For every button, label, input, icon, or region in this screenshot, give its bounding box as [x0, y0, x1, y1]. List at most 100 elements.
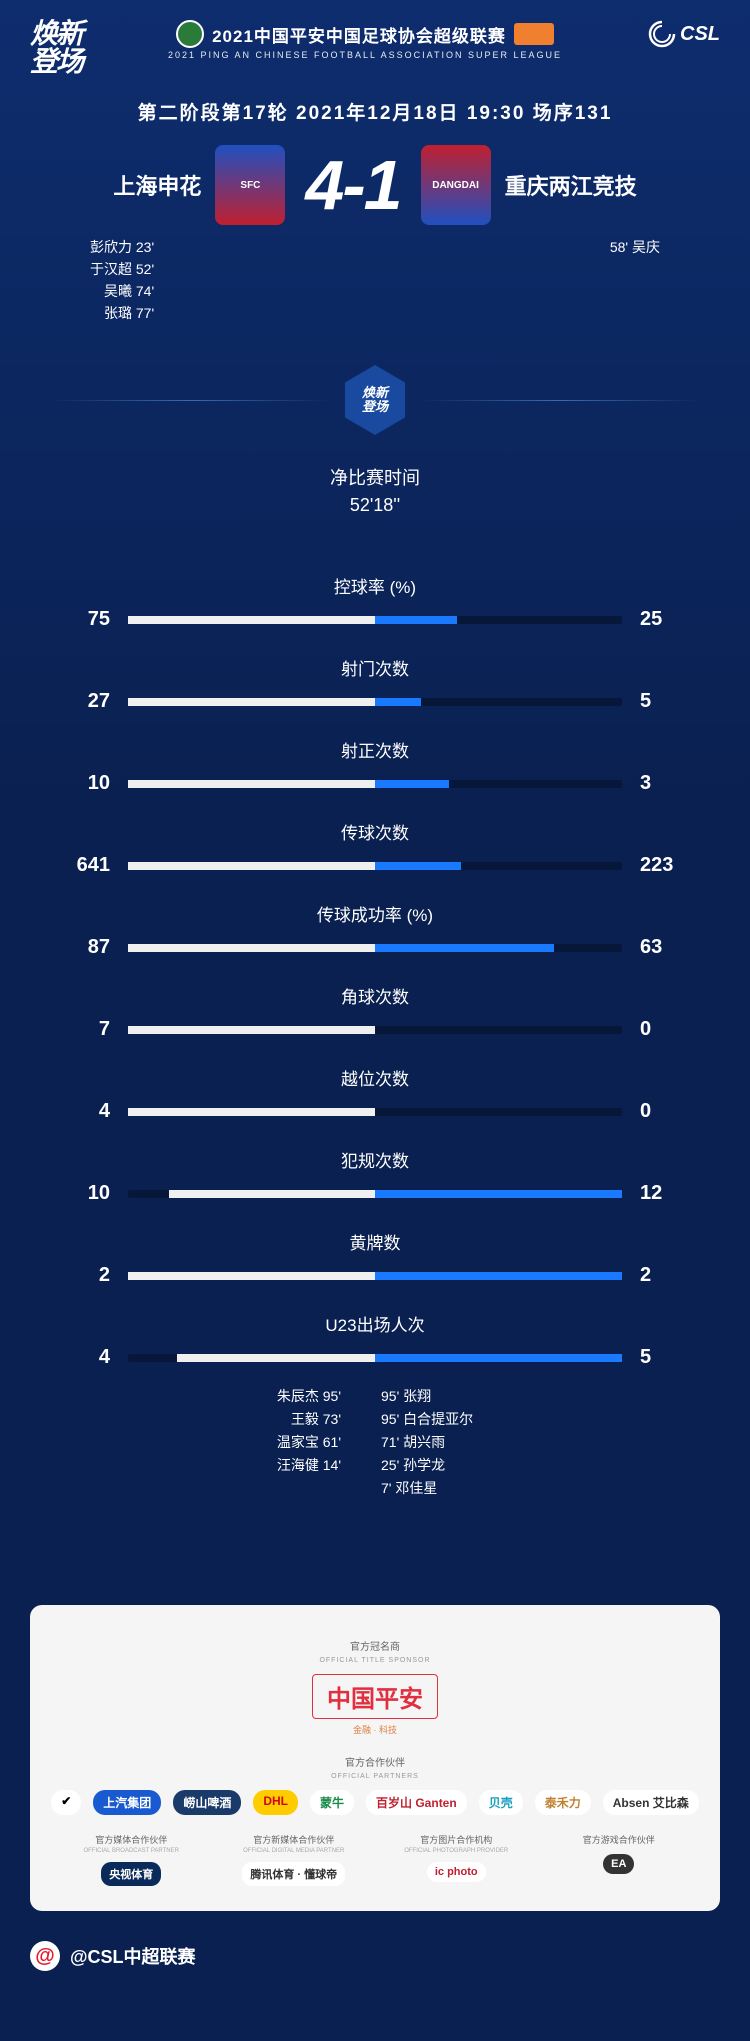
csl-text: CSL: [680, 23, 720, 46]
league-title-en: 2021 PING AN CHINESE FOOTBALL ASSOCIATIO…: [92, 50, 638, 60]
header: 焕新 登场 2021中国平安中国足球协会超级联赛 2021 PING AN CH…: [0, 0, 750, 86]
stat-block: 黄牌数22: [60, 1229, 690, 1287]
stat-bar-home: [169, 1190, 375, 1198]
match-stats-infographic: 焕新 登场 2021中国平安中国足球协会超级联赛 2021 PING AN CH…: [0, 0, 750, 2041]
stat-away-value: 63: [640, 936, 690, 959]
section-divider: 焕新 登场: [340, 365, 410, 435]
sponsor-logo: DHL: [253, 1790, 298, 1815]
media-partner-logo: EA: [603, 1854, 634, 1874]
scorer-line: 于汉超 52': [90, 259, 154, 279]
net-play-time: 净比赛时间 52'18'': [0, 465, 750, 519]
stat-block: U23出场人次45朱辰杰 95'王毅 73'温家宝 61'汪海健 14'95' …: [60, 1311, 690, 1501]
stat-home-value: 4: [60, 1100, 110, 1123]
hex-badge-icon: 焕新 登场: [345, 365, 405, 435]
media-partner-logo: ic photo: [427, 1862, 486, 1882]
partners-label-en: OFFICIAL PARTNERS: [50, 1773, 700, 1780]
csl-swirl-icon: [648, 20, 676, 48]
home-team-crest-icon: SFC: [215, 145, 285, 225]
home-team-block: 上海申花 SFC: [113, 145, 285, 225]
partners-row: ✔上汽集团崂山啤酒DHL蒙牛百岁山 Ganten贝壳泰禾力Absen 艾比森: [50, 1790, 700, 1815]
scorer-line: 彭欣力 23': [90, 237, 154, 257]
sponsor-logo: 蒙牛: [310, 1790, 354, 1815]
stat-bar: [128, 1272, 622, 1280]
stat-bar-away: [375, 944, 554, 952]
stat-label: 角球次数: [60, 983, 690, 1008]
media-partner-label: 官方游戏合作伙伴: [538, 1833, 701, 1846]
score-section: 上海申花 SFC 4-1 DANGDAI 重庆两江竞技: [0, 145, 750, 225]
stat-bar-row: 22: [60, 1264, 690, 1287]
stat-bar-away: [375, 862, 461, 870]
cfa-badge-icon: [176, 20, 204, 48]
net-time-value: 52'18'': [0, 492, 750, 519]
sponsor-logo: 百岁山 Ganten: [366, 1790, 467, 1815]
sponsors-panel: 官方冠名商 OFFICIAL TITLE SPONSOR 中国平安 金融 · 科…: [30, 1605, 720, 1911]
media-partner-logo: 腾讯体育 · 懂球帝: [242, 1862, 345, 1886]
stat-home-value: 27: [60, 690, 110, 713]
stat-bar: [128, 944, 622, 952]
stat-bar-home: [177, 1354, 375, 1362]
stat-bar: [128, 862, 622, 870]
stat-label: U23出场人次: [60, 1311, 690, 1336]
stat-home-value: 87: [60, 936, 110, 959]
stat-away-value: 12: [640, 1182, 690, 1205]
stat-label: 射门次数: [60, 655, 690, 680]
stat-label: 越位次数: [60, 1065, 690, 1090]
stat-away-value: 3: [640, 772, 690, 795]
u23-line: 汪海健 14': [277, 1455, 341, 1475]
stat-label: 控球率 (%): [60, 573, 690, 598]
stat-label: 射正次数: [60, 737, 690, 762]
sponsor-logo: 泰禾力: [535, 1790, 591, 1815]
away-team-crest-icon: DANGDAI: [421, 145, 491, 225]
stat-away-value: 223: [640, 854, 690, 877]
media-partner-label: 官方媒体合作伙伴: [50, 1833, 213, 1846]
stat-bar-home: [128, 1108, 375, 1116]
scorers-block: 彭欣力 23'于汉超 52'吴曦 74'张璐 77' 58' 吴庆: [0, 225, 750, 325]
stat-bar-away: [375, 780, 449, 788]
media-partner-col: 官方新媒体合作伙伴OFFICIAL DIGITAL MEDIA PARTNER腾…: [213, 1833, 376, 1886]
stat-bar-home: [128, 1026, 375, 1034]
stat-away-value: 5: [640, 690, 690, 713]
u23-home-col: 朱辰杰 95'王毅 73'温家宝 61'汪海健 14': [277, 1383, 341, 1501]
u23-line: 王毅 73': [277, 1409, 341, 1429]
u23-line: 95' 张翔: [381, 1386, 473, 1406]
media-partner-label: 官方图片合作机构: [375, 1833, 538, 1846]
stat-block: 传球次数 641223: [60, 819, 690, 877]
stat-home-value: 10: [60, 1182, 110, 1205]
stat-label: 传球成功率 (%): [60, 901, 690, 926]
stat-home-value: 75: [60, 608, 110, 631]
stat-bar-home: [128, 616, 375, 624]
stat-block: 射门次数 27 5: [60, 655, 690, 713]
media-partner-col: 官方媒体合作伙伴OFFICIAL BROADCAST PARTNER央视体育: [50, 1833, 213, 1886]
stat-away-value: 25: [640, 608, 690, 631]
stat-block: 传球成功率 (%) 87 63: [60, 901, 690, 959]
u23-line: 朱辰杰 95': [277, 1386, 341, 1406]
scorer-line: 张璐 77': [90, 303, 154, 323]
stat-block: 越位次数 4 0: [60, 1065, 690, 1123]
scorer-line: 吴曦 74': [90, 281, 154, 301]
title-sponsor-name: 中国平安: [312, 1674, 438, 1719]
stat-home-value: 10: [60, 772, 110, 795]
stat-bar-home: [128, 698, 375, 706]
u23-line: 25' 孙学龙: [381, 1455, 473, 1475]
home-team-name: 上海申花: [113, 169, 201, 201]
stat-label: 传球次数: [60, 819, 690, 844]
stat-bar: [128, 1026, 622, 1034]
stat-home-value: 4: [60, 1346, 110, 1369]
brand-logo-left: 焕新 登场: [30, 20, 82, 76]
media-partner-logo: 央视体育: [101, 1862, 161, 1886]
stat-away-value: 2: [640, 1264, 690, 1287]
media-partner-col: 官方图片合作机构OFFICIAL PHOTOGRAPH PROVIDERic p…: [375, 1833, 538, 1886]
media-partner-col: 官方游戏合作伙伴 EA: [538, 1833, 701, 1886]
stat-block: 犯规次数1012: [60, 1147, 690, 1205]
stat-home-value: 2: [60, 1264, 110, 1287]
away-team-block: DANGDAI 重庆两江竞技: [421, 145, 637, 225]
media-partner-label: 官方新媒体合作伙伴: [213, 1833, 376, 1846]
stat-away-value: 0: [640, 1100, 690, 1123]
stat-bar: [128, 780, 622, 788]
stat-bar: [128, 1190, 622, 1198]
stat-bar-away: [375, 616, 457, 624]
stat-bar-row: 641223: [60, 854, 690, 877]
league-title-cn: 2021中国平安中国足球协会超级联赛: [212, 22, 506, 47]
stat-block: 射正次数 10 3: [60, 737, 690, 795]
stat-away-value: 5: [640, 1346, 690, 1369]
